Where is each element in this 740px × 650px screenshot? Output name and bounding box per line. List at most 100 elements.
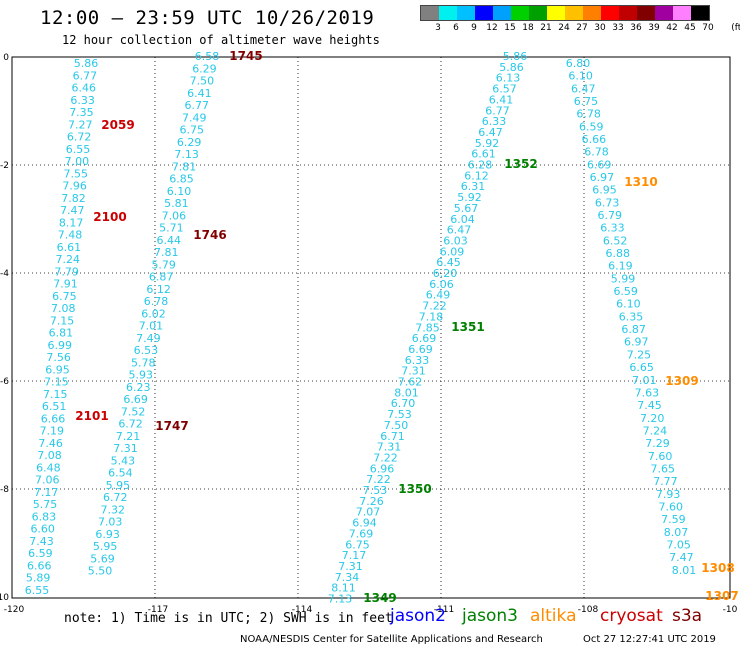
legend-swatch (565, 6, 583, 20)
lon-tick-label: -117 (148, 605, 168, 615)
sat-cryosat-label: cryosat (600, 606, 663, 626)
wave-height-value: 5.95 (93, 540, 118, 553)
legend-swatch (547, 6, 565, 20)
wave-height-value: 7.34 (335, 571, 360, 584)
legend-swatch (601, 6, 619, 20)
wave-height-value: 5.86 (503, 50, 528, 63)
wave-height-value: 6.72 (67, 131, 92, 144)
wave-height-value: 6.60 (30, 523, 55, 536)
wave-height-value: 6.03 (443, 234, 468, 247)
wave-height-value: 7.31 (377, 441, 402, 454)
legend-label: 45 (684, 23, 696, 33)
wave-height-value: 7.50 (190, 75, 215, 88)
wave-height-value: 6.79 (598, 209, 623, 222)
legend-swatch (691, 6, 709, 20)
wave-height-value: 6.35 (619, 310, 644, 323)
legend-swatch (583, 6, 601, 20)
wave-height-value: 6.33 (405, 354, 430, 367)
wave-height-value: 6.33 (482, 115, 507, 128)
wave-height-value: 6.57 (492, 83, 517, 96)
pass-time-label: 1308 (701, 561, 734, 575)
wave-height-value: 6.75 (52, 290, 77, 303)
wave-height-value: 6.47 (571, 82, 596, 95)
wave-height-value: 7.06 (35, 474, 60, 487)
wave-height-value: 7.22 (366, 473, 391, 486)
legend-swatch (529, 6, 547, 20)
wave-height-value: 6.65 (629, 361, 654, 374)
legend-label: 24 (558, 23, 570, 33)
wave-height-value: 6.77 (185, 99, 210, 112)
wave-height-value: 6.73 (595, 196, 620, 209)
wave-height-value: 6.85 (169, 173, 194, 186)
legend-label: 6 (453, 23, 459, 33)
wave-height-value: 6.99 (48, 339, 73, 352)
wave-height-value: 7.15 (44, 376, 69, 389)
wave-height-value: 6.78 (584, 146, 609, 159)
legend-label: 30 (594, 23, 606, 33)
wave-height-value: 5.99 (611, 272, 636, 285)
wave-height-value: 6.95 (45, 363, 70, 376)
wave-height-value: 6.55 (66, 143, 91, 156)
wave-height-value: 7.31 (401, 365, 426, 378)
wave-height-value: 7.13 (174, 148, 199, 161)
wave-height-value: 6.10 (568, 70, 593, 83)
wave-height-value: 6.02 (141, 307, 166, 320)
wave-height-value: 6.75 (345, 538, 370, 551)
wave-height-value: 7.05 (666, 538, 691, 551)
wave-height-value: 5.50 (88, 565, 113, 578)
wave-height-value: 6.10 (616, 298, 641, 311)
wave-height-value: 6.12 (464, 169, 489, 182)
wave-height-value: 6.94 (352, 517, 377, 530)
pass-time-label: 1349 (363, 591, 396, 605)
lon-tick-label: -10 (723, 605, 738, 615)
wave-height-value: 7.91 (53, 278, 78, 291)
legend-swatch (673, 6, 691, 20)
wave-height-value: 5.78 (131, 356, 156, 369)
sat-altika-label: altika (530, 606, 577, 626)
wave-height-value: 7.50 (384, 419, 409, 432)
wave-height-value: 5.81 (164, 197, 189, 210)
wave-height-value: 6.69 (412, 332, 437, 345)
wave-height-value: 7.93 (656, 488, 681, 501)
wave-height-value: 6.77 (485, 104, 510, 117)
wave-height-value: 7.03 (98, 516, 123, 529)
wave-height-value: 6.48 (36, 461, 61, 474)
wave-height-value: 7.77 (653, 475, 678, 488)
wave-height-value: 7.01 (139, 320, 164, 333)
legend-label: 33 (612, 23, 624, 33)
pass-time-label: 1307 (705, 589, 738, 603)
legend-swatch (511, 6, 529, 20)
lat-tick-label: -10 (0, 593, 9, 603)
wave-height-value: 7.20 (640, 412, 665, 425)
wave-height-value: 7.46 (38, 437, 63, 450)
wave-height-value: 7.18 (419, 310, 444, 323)
wave-height-value: 7.08 (37, 449, 62, 462)
wave-height-value: 6.33 (70, 94, 95, 107)
pass-time-label: 1745 (229, 49, 262, 63)
lat-tick-label: -2 (0, 161, 9, 171)
wave-height-value: 6.41 (187, 87, 212, 100)
wave-height-value: 6.28 (468, 159, 493, 172)
legend-swatch (439, 6, 457, 20)
wave-height-value: 6.19 (608, 260, 633, 273)
wave-height-value: 7.00 (65, 155, 90, 168)
wave-height-value: 7.62 (398, 376, 423, 389)
wave-height-value: 7.56 (46, 351, 71, 364)
wave-height-value: 6.04 (450, 213, 475, 226)
wave-height-value: 6.49 (426, 289, 451, 302)
map-frame (11, 56, 731, 599)
footer-note: note: 1) Time is in UTC; 2) SWH is in fe… (64, 611, 393, 626)
wave-height-value: 7.32 (100, 503, 125, 516)
wave-height-value: 6.06 (429, 278, 454, 291)
wave-height-value: 7.47 (669, 551, 694, 564)
wave-height-value: 6.59 (613, 285, 638, 298)
wave-height-value: 7.35 (69, 106, 94, 119)
wave-height-value: 6.29 (192, 62, 217, 75)
wave-height-value: 6.33 (600, 222, 625, 235)
sat-jason3-label: jason3 (462, 606, 518, 626)
page-title: 12:00 – 23:59 UTC 10/26/2019 (40, 7, 375, 29)
wave-height-value: 6.81 (49, 327, 74, 340)
pass-time-label: 1352 (504, 157, 537, 171)
